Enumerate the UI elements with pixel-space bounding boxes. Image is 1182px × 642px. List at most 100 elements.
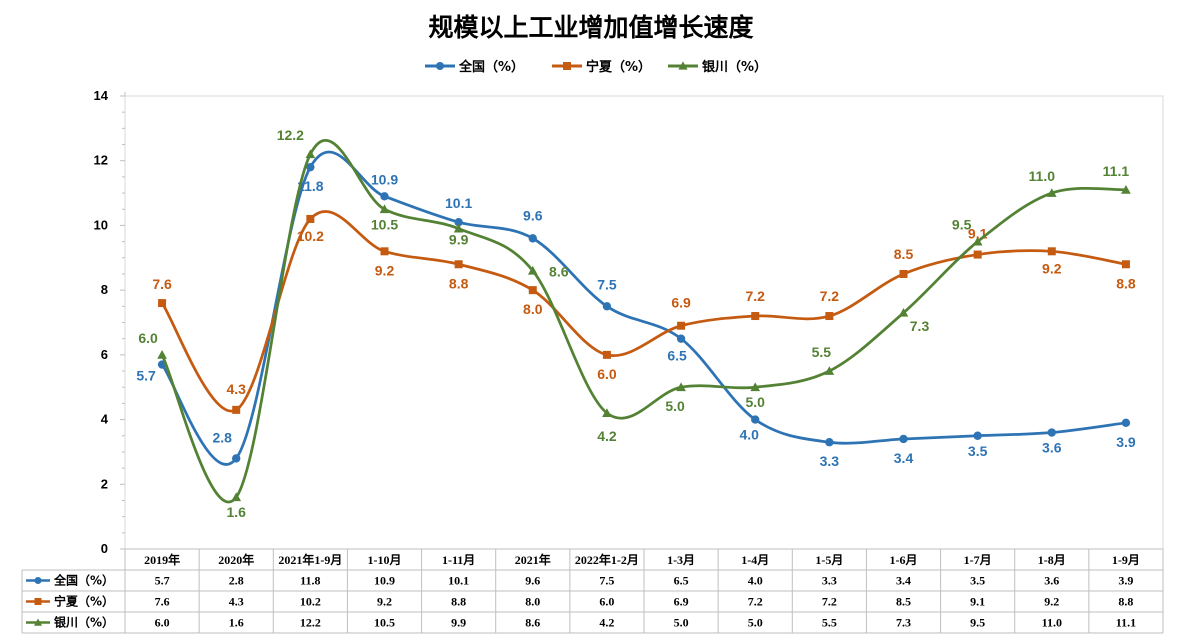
legend-label: 银川（%） bbox=[702, 59, 767, 75]
data-label: 8.8 bbox=[449, 275, 469, 291]
x-category-label: 2022年1-2月 bbox=[575, 552, 639, 567]
table-cell: 5.0 bbox=[748, 616, 763, 630]
data-point bbox=[899, 269, 908, 278]
data-point bbox=[1046, 188, 1057, 197]
table-cell: 6.0 bbox=[155, 616, 170, 630]
y-tick-label: 8 bbox=[101, 282, 108, 297]
y-tick-label: 4 bbox=[101, 412, 109, 427]
x-category-label: 2019年 bbox=[144, 552, 180, 567]
series-line bbox=[160, 139, 1126, 503]
row-legend-marker bbox=[34, 598, 42, 605]
data-point bbox=[751, 415, 760, 424]
table-cell: 5.5 bbox=[822, 616, 837, 630]
table-cell: 9.6 bbox=[525, 574, 540, 588]
data-label: 10.1 bbox=[445, 195, 472, 211]
data-point bbox=[602, 408, 612, 417]
data-label: 9.2 bbox=[1042, 260, 1062, 276]
data-point bbox=[973, 431, 982, 440]
table-cell: 4.0 bbox=[748, 574, 763, 588]
data-label: 10.5 bbox=[371, 216, 398, 232]
x-category-label: 1-8月 bbox=[1038, 553, 1066, 567]
y-tick-label: 0 bbox=[101, 541, 108, 556]
table-cell: 5.7 bbox=[155, 574, 170, 588]
data-point bbox=[676, 382, 686, 392]
data-point bbox=[824, 366, 835, 375]
data-point bbox=[380, 247, 389, 256]
data-label: 11.0 bbox=[1029, 168, 1056, 184]
data-point bbox=[1121, 260, 1130, 269]
legend-item-0: 全国（%） bbox=[425, 59, 524, 75]
x-category-label: 2020年 bbox=[218, 552, 254, 567]
data-point bbox=[602, 302, 612, 311]
table-cell: 3.6 bbox=[1044, 574, 1059, 588]
data-label: 10.2 bbox=[297, 228, 324, 244]
table-cell: 9.1 bbox=[970, 595, 985, 609]
table-cell: 11.1 bbox=[1116, 616, 1136, 630]
data-point bbox=[1121, 418, 1131, 428]
data-point bbox=[158, 299, 167, 308]
table-cell: 7.2 bbox=[822, 595, 837, 609]
x-category-label: 1-10月 bbox=[368, 553, 402, 567]
legend-marker bbox=[678, 61, 688, 70]
x-category-label: 2021年 bbox=[515, 552, 551, 567]
data-label: 8.0 bbox=[523, 301, 543, 317]
data-point bbox=[898, 307, 909, 317]
data-label: 9.2 bbox=[375, 262, 395, 278]
legend-item-1: 宁夏（%） bbox=[552, 59, 651, 75]
table-cell: 11.0 bbox=[1042, 616, 1062, 630]
table-row-1: 宁夏（%） 7.6 4.3 10.2 9.2 8.8 8.0 6.0 6.9 7.2 7.2 8.5 9… bbox=[26, 594, 1133, 609]
data-label: 9.6 bbox=[523, 207, 543, 223]
data-point bbox=[305, 149, 316, 159]
data-point bbox=[750, 382, 761, 392]
x-category-label: 1-3月 bbox=[667, 553, 695, 567]
table-cell: 2.8 bbox=[229, 574, 244, 588]
data-point bbox=[677, 321, 686, 330]
data-label: 4.3 bbox=[226, 381, 246, 397]
data-label: 5.7 bbox=[136, 368, 156, 384]
table-cell: 10.5 bbox=[374, 616, 395, 630]
legend-label: 全国（%） bbox=[458, 59, 524, 75]
data-label: 8.5 bbox=[894, 246, 914, 262]
legend-label: 宁夏（%） bbox=[586, 59, 651, 75]
table-cell: 3.9 bbox=[1118, 574, 1133, 588]
series-1: 7.64.310.29.28.88.06.06.9 7.2 7.28.59.19.2… bbox=[152, 210, 1136, 414]
table-cell: 9.2 bbox=[1044, 595, 1059, 609]
table-cell: 1.6 bbox=[229, 616, 244, 630]
table-cell: 8.5 bbox=[896, 595, 911, 609]
series-line bbox=[160, 150, 1127, 466]
x-category-label: 1-4月 bbox=[741, 553, 769, 567]
data-point bbox=[527, 265, 538, 275]
data-point bbox=[231, 492, 242, 502]
table-cell: 9.2 bbox=[377, 595, 392, 609]
data-point bbox=[1047, 247, 1056, 256]
data-point bbox=[528, 286, 537, 295]
data-label: 7.6 bbox=[152, 276, 172, 292]
y-tick-label: 2 bbox=[101, 476, 108, 491]
data-point bbox=[825, 438, 834, 447]
data-point bbox=[454, 217, 463, 227]
table-cell: 7.5 bbox=[599, 574, 614, 588]
row-name: 银川（%） bbox=[54, 615, 114, 630]
data-point bbox=[899, 434, 908, 444]
data-point bbox=[751, 312, 760, 321]
data-point bbox=[972, 236, 983, 246]
data-label: 1.6 bbox=[226, 504, 246, 520]
y-tick-label: 10 bbox=[94, 217, 108, 232]
x-category-label: 1-5月 bbox=[815, 553, 843, 567]
table-cell: 7.6 bbox=[155, 595, 170, 609]
table-cell: 10.9 bbox=[374, 574, 395, 588]
data-label: 7.2 bbox=[745, 288, 765, 304]
table-cell: 10.1 bbox=[448, 574, 469, 588]
data-point bbox=[825, 312, 834, 321]
data-point bbox=[232, 405, 241, 414]
data-label: 5.0 bbox=[745, 394, 765, 410]
legend: 全国（%） 宁夏（%） 银川（%） bbox=[425, 59, 767, 75]
data-point bbox=[306, 214, 315, 223]
data-label: 3.4 bbox=[894, 450, 914, 466]
table-cell: 11.8 bbox=[300, 574, 320, 588]
table-row-0: 全国（%） 5.7 2.8 11.8 10.9 10.1 9.6 7.5 6.5 4.0 3.3 3.… bbox=[26, 573, 1133, 588]
data-label: 10.9 bbox=[371, 171, 398, 187]
data-label: 8.8 bbox=[1116, 275, 1136, 291]
data-point bbox=[453, 223, 464, 233]
table-cell: 8.6 bbox=[525, 616, 540, 630]
